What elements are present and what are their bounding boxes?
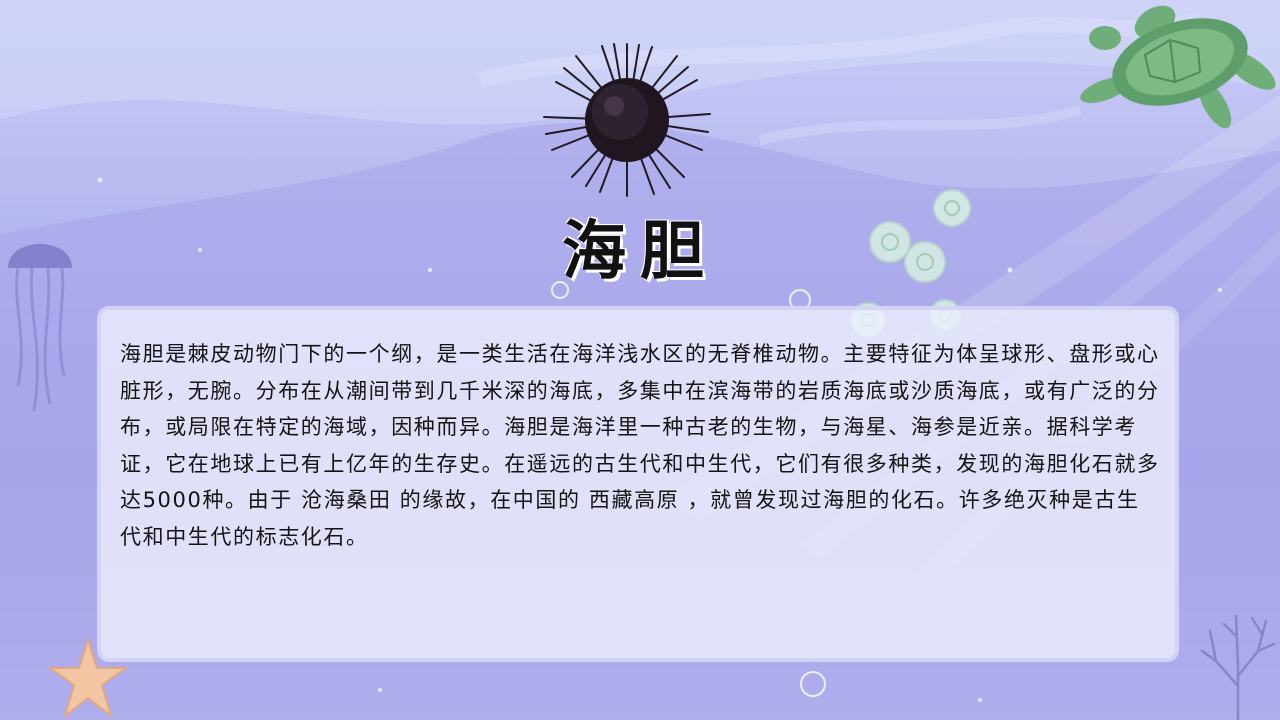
jellyfish-icon xyxy=(8,244,72,412)
sea-turtle-icon xyxy=(1080,5,1276,129)
starfish-icon xyxy=(48,638,128,719)
coral-icon xyxy=(1200,614,1276,720)
content-card xyxy=(97,306,1179,662)
page-title: 海胆 xyxy=(562,215,718,289)
sea-urchin-icon xyxy=(543,43,711,197)
body-text: 海胆是棘皮动物门下的一个纲，是一类生活在海洋浅水区的无脊椎动物。主要特征为体呈球… xyxy=(120,342,1160,549)
